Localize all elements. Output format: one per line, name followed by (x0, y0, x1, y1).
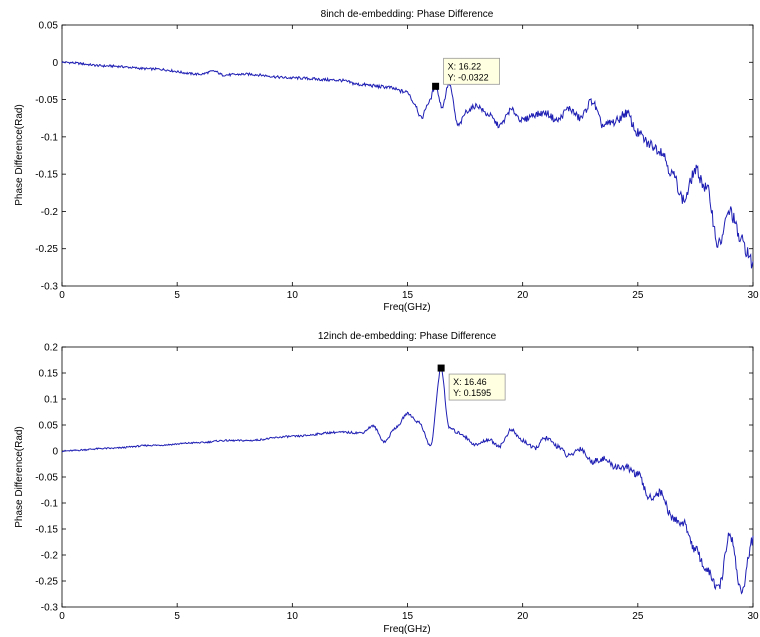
chart-8inch: 8inch de-embedding: Phase Difference Fre… (14, 9, 759, 313)
tick-group: 0 5 10 15 20 25 30 0.2 0.15 0.1 0.05 0 -0.05 -0.1 -0.1… (35, 343, 759, 623)
y-tick-label: 0.05 (39, 21, 59, 32)
x-tick-label: 5 (174, 611, 180, 622)
y-tick-label: -0.2 (41, 207, 59, 218)
y-tick-label: 0.1 (44, 395, 58, 406)
y-axis-label: Phase Difference(Rad) (14, 104, 25, 206)
chart-title: 12inch de-embedding: Phase Difference (318, 331, 497, 342)
x-axis-label: Freq(GHz) (383, 302, 430, 313)
series-line (61, 61, 754, 269)
x-tick-label: 30 (747, 611, 759, 622)
axes-frame (61, 24, 754, 287)
x-tick-label: 25 (632, 290, 644, 301)
x-tick-label: 0 (59, 290, 65, 301)
x-tick-label: 10 (287, 290, 299, 301)
y-tick-label: -0.2 (41, 551, 59, 562)
y-tick-label: 0.05 (39, 421, 59, 432)
x-tick-label: 25 (632, 611, 644, 622)
y-axis-label: Phase Difference(Rad) (14, 426, 25, 528)
x-tick-label: 15 (402, 611, 414, 622)
y-tick-label: -0.3 (41, 282, 59, 293)
datatip: X: 16.22 Y: -0.0322 (432, 57, 501, 90)
x-tick-label: 10 (287, 611, 299, 622)
y-tick-label: -0.05 (35, 95, 58, 106)
y-tick-label: -0.05 (35, 473, 58, 484)
y-tick-label: 0 (52, 58, 58, 69)
series-line (61, 367, 754, 595)
y-tick-label: -0.25 (35, 244, 58, 255)
datatip-x: X: 16.22 (448, 61, 482, 71)
x-tick-label: 20 (517, 611, 529, 622)
x-tick-label: 20 (517, 290, 529, 301)
axes-frame (61, 346, 754, 608)
y-tick-label: -0.1 (41, 132, 59, 143)
y-tick-label: -0.15 (35, 170, 58, 181)
y-tick-label: -0.15 (35, 525, 58, 536)
datatip-marker (437, 364, 445, 372)
datatip-box (443, 57, 501, 85)
y-tick-label: -0.1 (41, 499, 59, 510)
datatip: X: 16.46 Y: 0.1595 (437, 364, 506, 401)
x-tick-label: 5 (174, 290, 180, 301)
datatip-y: Y: 0.1595 (453, 388, 491, 398)
y-tick-label: -0.3 (41, 603, 59, 614)
datatip-x: X: 16.46 (453, 377, 487, 387)
datatip-marker (432, 82, 440, 90)
y-tick-label: -0.25 (35, 577, 58, 588)
tick-group: 0 5 10 15 20 25 30 0.05 0 -0.05 -0.1 -0.15 -0.2 -0.25… (35, 21, 759, 302)
x-tick-label: 15 (402, 290, 414, 301)
x-tick-label: 30 (747, 290, 759, 301)
x-tick-label: 0 (59, 611, 65, 622)
x-axis-label: Freq(GHz) (383, 624, 430, 635)
datatip-y: Y: -0.0322 (448, 72, 489, 82)
y-tick-label: 0.15 (39, 369, 59, 380)
datatip-box (448, 373, 506, 401)
y-tick-label: 0.2 (44, 343, 58, 354)
chart-12inch: 12inch de-embedding: Phase Difference Fr… (14, 331, 759, 635)
chart-title: 8inch de-embedding: Phase Difference (321, 9, 494, 20)
y-tick-label: 0 (52, 447, 58, 458)
